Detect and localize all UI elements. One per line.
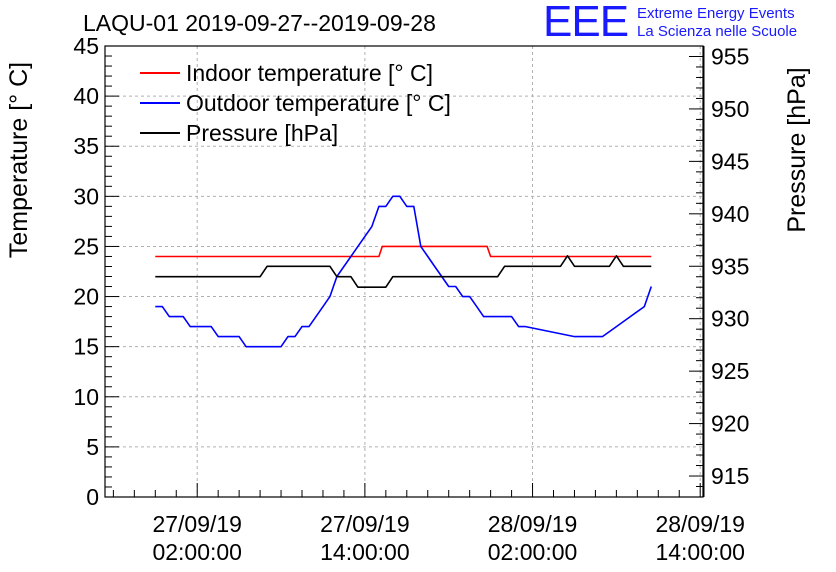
eee-logo-text: Extreme Energy Events La Scienza nelle S… (637, 5, 797, 41)
plot-frame (104, 45, 704, 498)
x-tick-label-time: 02:00:00 (488, 539, 578, 565)
grid-lines (105, 46, 703, 497)
y-tick-label: 0 (86, 484, 99, 510)
y2-tick-label: 950 (711, 96, 749, 122)
y-tick-label: 45 (73, 33, 99, 59)
tick-labels: 0 5 10 15 20 25 30 35 40 45 915 920 925 930 935 940 945 9… (73, 33, 749, 565)
y2-tick-label: 925 (711, 358, 749, 384)
series-line-1 (155, 245, 652, 258)
x-tick-label-time: 14:00:00 (320, 539, 410, 565)
y-tick-label: 30 (73, 183, 99, 209)
y-tick-label: 40 (73, 83, 99, 109)
y-tick-label: 20 (73, 284, 99, 310)
y-tick-label: 10 (73, 384, 99, 410)
y2-tick-label: 920 (711, 411, 749, 437)
x-tick-label-date: 27/09/19 (152, 511, 242, 537)
y-tick-label: 5 (86, 434, 99, 460)
eee-logo-line2: La Scienza nelle Scuole (637, 23, 798, 40)
y2-tick-label: 935 (711, 253, 749, 279)
y2-tick-label: 955 (711, 43, 749, 69)
legend-label-3: Pressure [hPa] (186, 120, 338, 146)
x-tick-label-date: 28/09/19 (488, 511, 578, 537)
x-tick-label-date: 27/09/19 (320, 511, 410, 537)
series-line-2 (155, 195, 653, 348)
y2-tick-label: 915 (711, 463, 749, 489)
x-tick-label-time: 14:00:00 (655, 539, 745, 565)
y-tick-label: 15 (73, 334, 99, 360)
x-tick-label-date: 28/09/19 (655, 511, 745, 537)
eee-logo-line1: Extreme Energy Events (637, 5, 795, 22)
y2-tick-label: 940 (711, 201, 749, 227)
eee-logo: EEE (543, 0, 629, 46)
y-axis-label: Temperature [° C] (5, 62, 33, 258)
x-tick-label-time: 02:00:00 (152, 539, 242, 565)
legend-label-1: Indoor temperature [° C] (186, 60, 433, 86)
legend: Indoor temperature [° C] Outdoor temperat… (140, 60, 451, 146)
series-line-3 (155, 255, 652, 289)
axis-ticks (105, 45, 705, 498)
y2-tick-label: 945 (711, 148, 749, 174)
y2-tick-label: 930 (711, 306, 749, 332)
y-tick-label: 35 (73, 133, 99, 159)
chart-title: LAQU-01 2019-09-27--2019-09-28 (83, 10, 436, 36)
y2-axis-label: Pressure [hPa] (783, 67, 811, 232)
series-lines (155, 195, 653, 348)
y-tick-label: 25 (73, 233, 99, 259)
legend-label-2: Outdoor temperature [° C] (186, 90, 451, 116)
plot-border (104, 45, 704, 498)
